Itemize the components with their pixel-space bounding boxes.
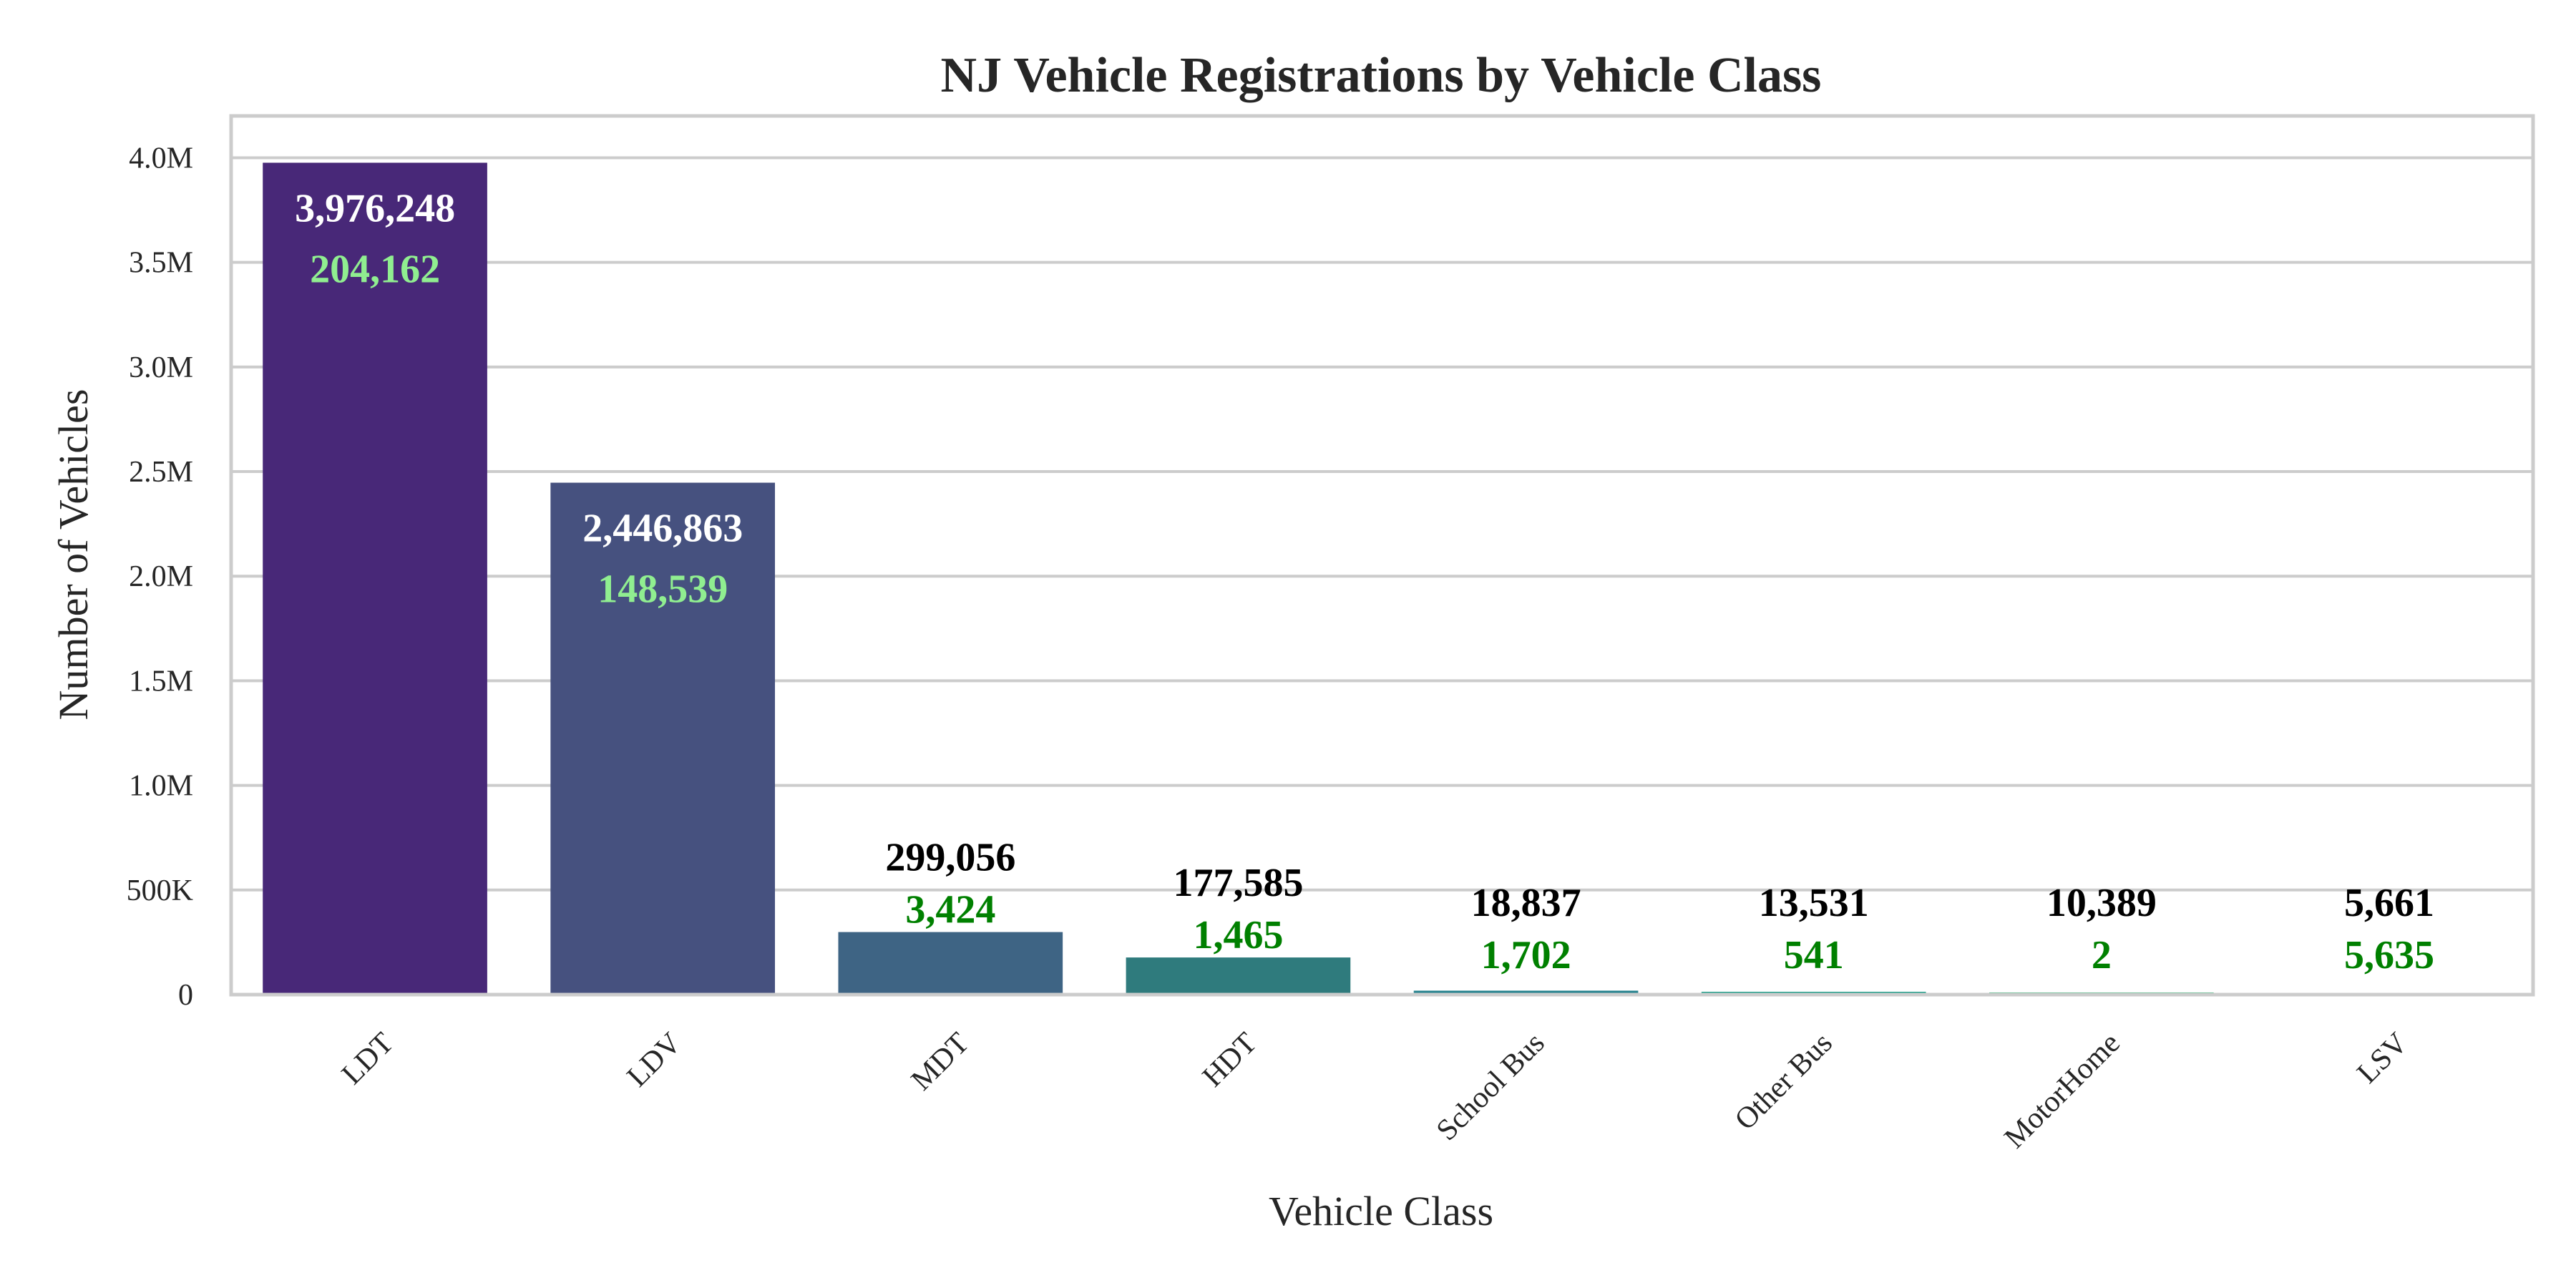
y-tick-label: 1.0M: [129, 770, 193, 803]
bar: [838, 932, 1063, 995]
bar: [550, 482, 776, 995]
sub-value-label: 148,539: [597, 567, 728, 612]
bars: [263, 162, 2502, 995]
y-tick-label: 2.5M: [129, 456, 193, 489]
y-tick-label: 2.0M: [129, 560, 193, 593]
bar: [1413, 990, 1639, 995]
y-tick-label: 1.5M: [129, 665, 193, 698]
chart-title: NJ Vehicle Registrations by Vehicle Clas…: [941, 48, 1822, 103]
total-value-label: 10,389: [2046, 881, 2157, 925]
total-value-label: 177,585: [1173, 861, 1303, 905]
y-tick-label: 3.0M: [129, 351, 193, 384]
sub-value-label: 3,424: [905, 888, 995, 932]
sub-value-label: 541: [1784, 933, 1844, 977]
sub-value-label: 1,702: [1481, 933, 1571, 977]
y-axis-label: Number of Vehicles: [50, 389, 97, 721]
y-tick-label: 4.0M: [129, 142, 193, 175]
sub-value-label: 5,635: [2344, 933, 2434, 977]
bar: [263, 162, 487, 995]
total-value-label: 3,976,248: [295, 186, 455, 230]
data-labels: 3,976,248 204,162 2,446,863 148,539 299,056 3…: [295, 186, 2434, 977]
y-tick-labels: 0 500K 1.0M 1.5M 2.0M 2.5M 3.0M 3.5M 4.0M: [127, 142, 193, 1012]
x-axis-label: Vehicle Class: [1269, 1188, 1493, 1234]
sub-value-label: 2: [2092, 933, 2112, 977]
y-tick-label: 0: [178, 979, 193, 1012]
total-value-label: 13,531: [1759, 881, 1869, 925]
total-value-label: 299,056: [885, 836, 1015, 880]
sub-value-label: 1,465: [1193, 913, 1283, 957]
y-tick-label: 3.5M: [129, 247, 193, 280]
sub-value-label: 204,162: [310, 247, 440, 291]
total-value-label: 2,446,863: [582, 507, 743, 551]
total-value-label: 5,661: [2344, 881, 2434, 925]
total-value-label: 18,837: [1471, 881, 1581, 925]
plot-frame: [229, 114, 2535, 997]
bar: [1126, 957, 1351, 995]
y-tick-label: 500K: [127, 874, 193, 907]
